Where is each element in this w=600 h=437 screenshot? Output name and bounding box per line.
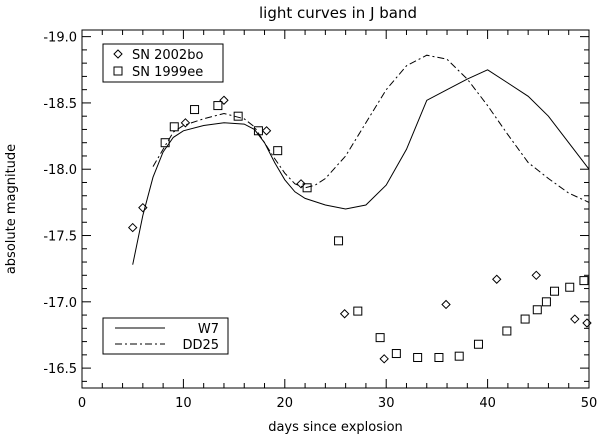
data-point-diamond (441, 299, 451, 310)
legend-label: SN 2002bo (132, 48, 203, 63)
data-point-diamond (180, 118, 191, 128)
data-point-square (160, 138, 170, 148)
data-point-square (253, 126, 263, 136)
legend-models-frame (102, 317, 229, 355)
legend-observations-frame (102, 43, 224, 83)
legend-marker-square (113, 66, 123, 76)
data-point-diamond (339, 309, 350, 319)
data-point-diamond (492, 274, 502, 284)
legend-label: DD25 (182, 338, 219, 353)
data-point-diamond (138, 202, 148, 213)
data-point-diamond (296, 179, 306, 189)
data-point-square (550, 286, 560, 296)
y-tick-label: -18.0 (43, 163, 77, 178)
y-tick-label: -18.5 (43, 97, 77, 112)
x-axis: 0 10 20 30 40 50 (78, 30, 597, 411)
data-point-square (169, 122, 179, 132)
model-curves (132, 54, 589, 265)
x-axis-title: days since explosion (268, 420, 403, 435)
x-tick-label: 10 (175, 396, 192, 411)
data-point-square (190, 105, 200, 115)
data-point-square (454, 351, 464, 361)
x-tick-label: 50 (581, 396, 598, 411)
data-point-square (520, 314, 530, 324)
legend-observations: SN 2002bo SN 1999ee (102, 43, 224, 83)
y-axis-title: absolute magnitude (4, 144, 19, 274)
data-point-diamond (570, 314, 580, 324)
data-point-square (302, 183, 312, 193)
chart-title: light curves in J band (259, 4, 417, 22)
data-point-diamond (379, 354, 389, 364)
data-point-square (541, 297, 551, 307)
data-point-diamond (219, 95, 229, 105)
data-point-square (473, 339, 483, 349)
data-point-diamond (531, 270, 541, 281)
data-point-square (502, 326, 512, 336)
data-point-square (532, 305, 542, 315)
data-point-diamond (127, 222, 138, 233)
data-point-square (565, 282, 575, 292)
data-point-square (413, 353, 423, 363)
data-point-diamond (261, 126, 272, 136)
x-tick-label: 30 (378, 396, 395, 411)
y-tick-label: -17.0 (43, 296, 77, 311)
data-point-square (213, 101, 223, 111)
legend-marker-diamond (113, 49, 123, 59)
y-tick-label: -17.5 (43, 230, 77, 245)
x-tick-label: 0 (78, 396, 86, 411)
data-point-square (375, 333, 385, 343)
data-point-square (233, 111, 243, 121)
data-point-square (273, 146, 283, 156)
data-point-square (434, 353, 444, 363)
y-tick-label: -16.5 (43, 362, 77, 377)
data-point-square (579, 276, 589, 286)
data-point-diamond (582, 318, 592, 328)
data-point-square (334, 236, 344, 246)
series-line-dd25 (152, 54, 589, 203)
data-point-square (353, 306, 363, 316)
y-axis: -16.5 -17.0 -17.5 -18.0 -18.5 -19.0 (43, 31, 589, 382)
x-tick-label: 20 (277, 396, 294, 411)
data-point-square (391, 349, 401, 359)
legend-label: W7 (198, 322, 219, 337)
observed-points (127, 95, 592, 364)
series-line-w7 (132, 69, 589, 265)
y-tick-label: -19.0 (43, 31, 77, 46)
legend-label: SN 1999ee (132, 65, 203, 80)
x-tick-label: 40 (479, 396, 496, 411)
